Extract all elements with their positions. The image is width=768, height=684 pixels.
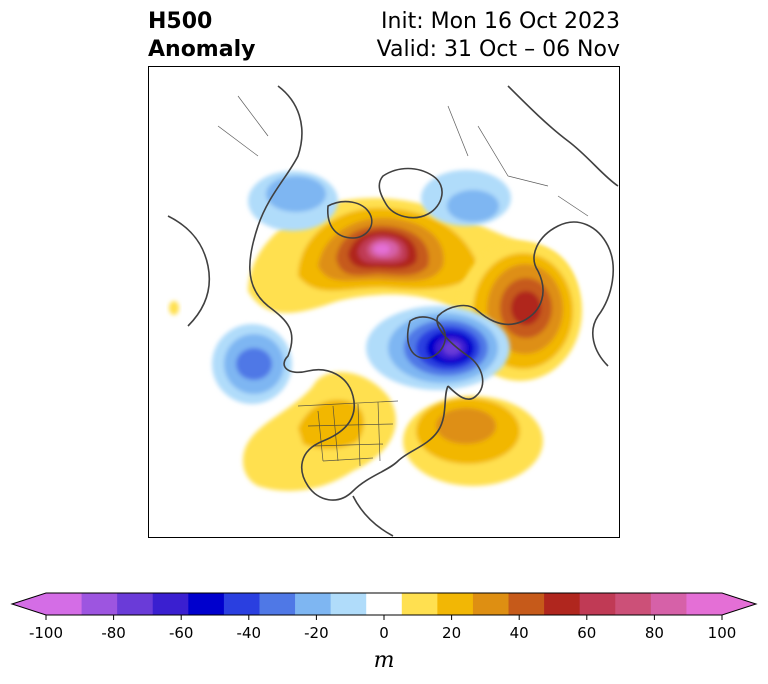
- negative-anomaly-pacific: [212, 324, 292, 404]
- title-field: Anomaly: [148, 37, 256, 62]
- title-left: H500 Anomaly: [148, 8, 255, 64]
- valid-period: Valid: 31 Oct – 06 Nov: [376, 37, 620, 62]
- anomaly-map: [148, 66, 620, 538]
- positive-anomaly-north-america: [243, 372, 396, 491]
- colorbar-segment: [188, 593, 225, 615]
- colorbar-tick-label: -80: [101, 624, 126, 642]
- colorbar-segment: [46, 593, 83, 615]
- colorbar-segment: [579, 593, 616, 615]
- colorbar-segment: [508, 593, 545, 615]
- title-variable: H500: [148, 9, 213, 34]
- colorbar-max-arrow: [722, 593, 756, 615]
- colorbar-segment: [650, 593, 687, 615]
- negative-anomaly-asia: [248, 170, 511, 231]
- colorbar-segment: [223, 593, 260, 615]
- colorbar-segment: [401, 593, 438, 615]
- map-frame: [148, 66, 620, 538]
- colorbar-segment: [686, 593, 723, 615]
- colorbar-segment: [117, 593, 154, 615]
- colorbar-tick-label: 0: [379, 624, 389, 642]
- colorbar-segments: [10, 592, 758, 616]
- colorbar-tick-label: -60: [169, 624, 194, 642]
- colorbar-segment: [259, 593, 296, 615]
- colorbar-unit-label: m: [374, 648, 395, 673]
- positive-anomaly-atlantic: [403, 396, 543, 486]
- colorbar-min-arrow: [12, 593, 46, 615]
- title-right: Init: Mon 16 Oct 2023 Valid: 31 Oct – 06…: [377, 8, 620, 64]
- colorbar-segment: [330, 593, 367, 615]
- colorbar-segment: [544, 593, 581, 615]
- colorbar-tick-label: -100: [29, 624, 63, 642]
- colorbar-ticks: -100 -80 -60 -40 -20 0 20 40 60 80 100: [29, 615, 736, 642]
- colorbar-segment: [152, 593, 189, 615]
- colorbar-tick-label: 100: [708, 624, 737, 642]
- colorbar-tick-label: 60: [577, 624, 596, 642]
- colorbar-tick-label: -40: [237, 624, 262, 642]
- political-boundaries: [217, 95, 589, 467]
- colorbar-tick-label: 80: [645, 624, 664, 642]
- coastlines: [167, 85, 619, 537]
- colorbar-segment: [472, 593, 510, 615]
- colorbar-segment: [437, 593, 474, 615]
- colorbar: -100 -80 -60 -40 -20 0 20 40 60 80 100 m: [10, 592, 758, 673]
- colorbar-segment: [615, 593, 652, 615]
- colorbar-tick-label: 20: [442, 624, 461, 642]
- positive-anomaly-small: [169, 301, 179, 315]
- colorbar-segment: [366, 593, 403, 615]
- colorbar-tick-label: -20: [304, 624, 329, 642]
- colorbar-tick-label: 40: [510, 624, 529, 642]
- colorbar-segment: [81, 593, 118, 615]
- init-time: Init: Mon 16 Oct 2023: [381, 9, 620, 34]
- negative-anomaly-greenland: [366, 306, 510, 390]
- colorbar-segment: [295, 593, 332, 615]
